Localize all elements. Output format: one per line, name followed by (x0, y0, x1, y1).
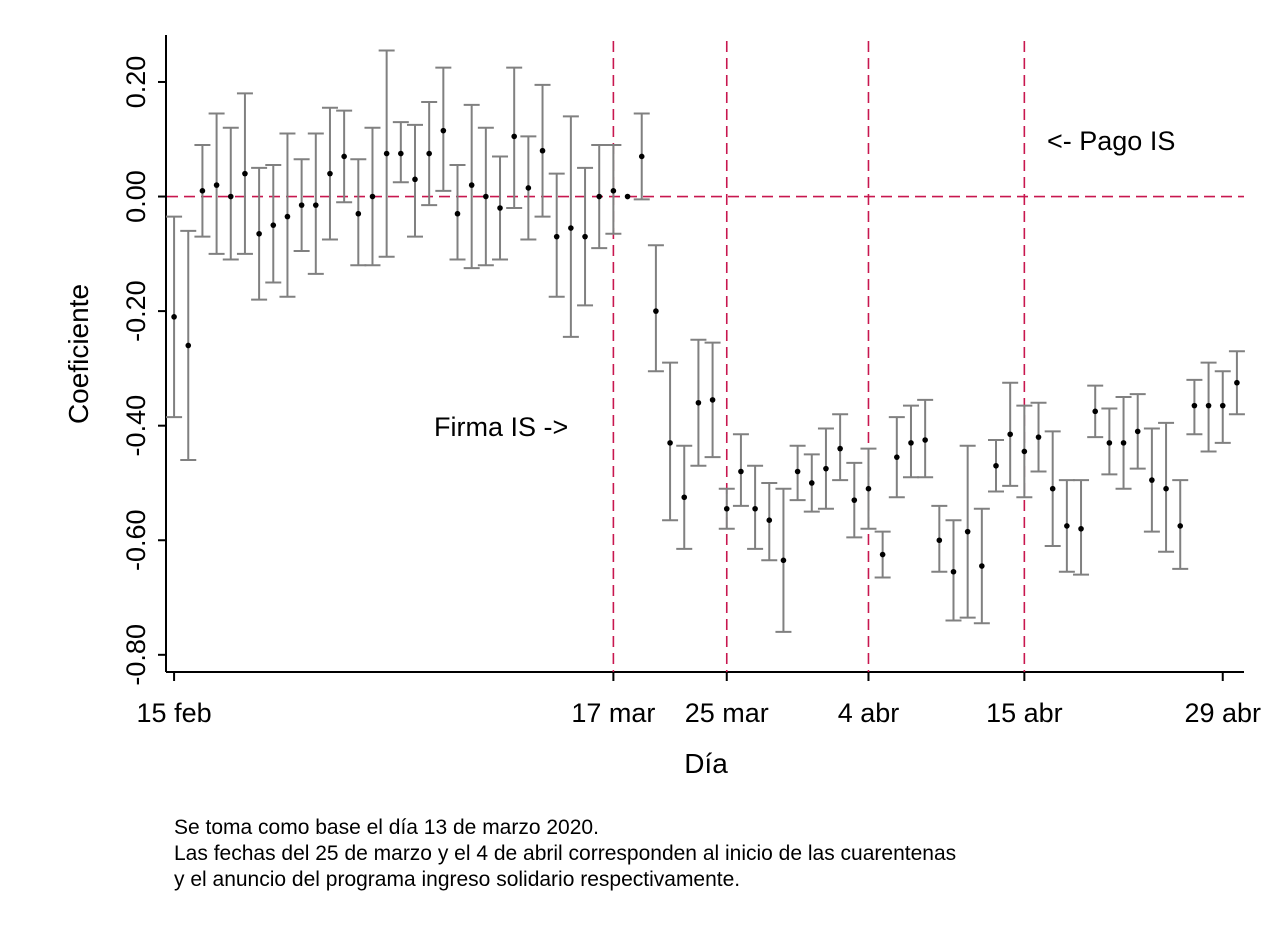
point (582, 233, 588, 240)
point (213, 182, 220, 188)
point (1021, 448, 1028, 455)
point (837, 445, 843, 452)
point (199, 188, 206, 194)
y-tick-label: -0.40 (121, 395, 151, 457)
point (511, 133, 517, 140)
y-tick-label: 0.00 (121, 170, 151, 223)
error-bar (222, 126, 239, 261)
x-tick-label: 25 mar (685, 698, 769, 728)
point (738, 468, 744, 475)
point (284, 213, 291, 220)
y-tick-label: 0.20 (121, 56, 151, 109)
point (596, 193, 603, 200)
point (1219, 402, 1226, 409)
point (242, 170, 248, 177)
x-tick-label: 15 feb (137, 698, 212, 728)
point (468, 182, 475, 188)
point (808, 480, 815, 486)
point (936, 537, 943, 544)
point (355, 210, 362, 217)
point (1191, 402, 1198, 409)
point (1120, 440, 1127, 446)
point (270, 222, 277, 228)
point (1234, 379, 1240, 386)
point (653, 308, 659, 314)
error-bar (647, 244, 664, 373)
point (681, 494, 688, 501)
point (298, 202, 305, 208)
point (525, 185, 532, 191)
x-tick-label: 15 abr (986, 698, 1063, 728)
y-tick-label: -0.60 (121, 509, 151, 571)
point (1049, 485, 1056, 492)
point (979, 563, 985, 569)
y-tick-label: -0.80 (121, 624, 151, 686)
point (227, 193, 234, 200)
point (483, 193, 489, 200)
point (1163, 485, 1169, 492)
point (950, 568, 957, 575)
point (426, 150, 432, 157)
point (1078, 525, 1084, 532)
point (1106, 440, 1113, 446)
point (908, 440, 914, 446)
annotation: <- Pago IS (1047, 126, 1175, 156)
point (766, 517, 773, 523)
point (383, 150, 390, 157)
point (454, 210, 461, 217)
x-tick-label: 29 abr (1184, 698, 1261, 728)
point (851, 497, 858, 503)
point (1149, 477, 1155, 483)
x-tick-label: 4 abr (838, 698, 900, 728)
y-tick-label: -0.20 (121, 280, 151, 342)
y-axis-label: Coeficiente (63, 284, 94, 424)
point (922, 437, 928, 443)
point (638, 153, 645, 160)
point (1205, 402, 1212, 409)
point (539, 147, 546, 154)
x-tick-label: 17 mar (571, 698, 655, 728)
point (894, 454, 900, 460)
point (312, 202, 319, 208)
point (1134, 428, 1141, 435)
point (780, 557, 787, 564)
point (823, 465, 829, 472)
point (667, 440, 673, 446)
point (752, 505, 758, 512)
point (794, 468, 801, 475)
x-axis-label: Día (684, 748, 728, 779)
point (185, 342, 192, 349)
point (610, 188, 617, 194)
point (865, 485, 872, 492)
point (1177, 523, 1184, 529)
point (327, 170, 333, 177)
point (256, 230, 262, 237)
point (964, 528, 971, 535)
point (497, 205, 503, 211)
point (440, 127, 447, 134)
point (1064, 523, 1070, 529)
point (1035, 434, 1042, 440)
point (1007, 431, 1013, 438)
note: Se toma como base el día 13 de marzo 202… (174, 816, 599, 839)
point (369, 193, 376, 200)
point (624, 193, 631, 200)
point (709, 397, 716, 403)
point (723, 505, 730, 512)
point (398, 150, 404, 157)
point (993, 462, 999, 469)
point (341, 153, 347, 160)
point (553, 233, 560, 240)
point (695, 399, 702, 406)
note: Las fechas del 25 de marzo y el 4 de abr… (174, 842, 956, 865)
point (879, 551, 886, 558)
point (412, 176, 418, 183)
point (171, 314, 177, 320)
point (1092, 408, 1099, 415)
point (568, 225, 574, 231)
annotation: Firma IS -> (434, 412, 568, 442)
note: y el anuncio del programa ingreso solida… (174, 868, 740, 891)
